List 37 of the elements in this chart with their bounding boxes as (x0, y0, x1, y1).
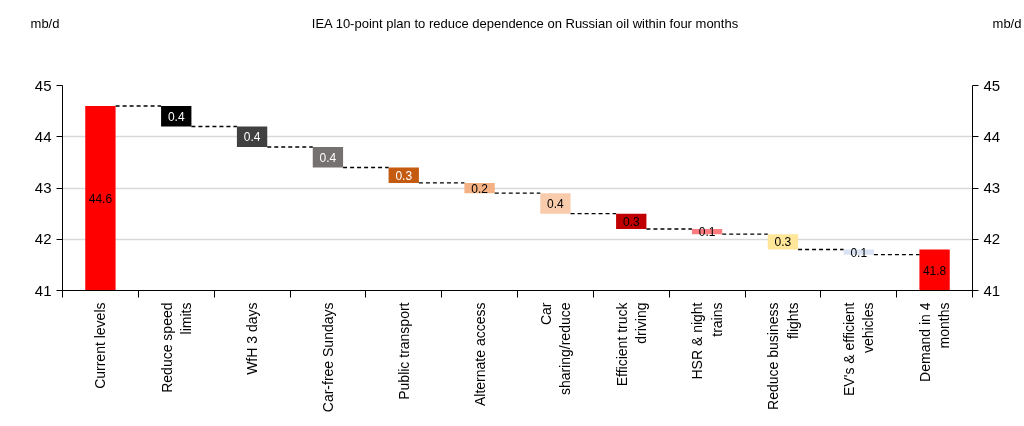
chart-title: IEA 10-point plan to reduce dependence on Russian oil within four months (311, 15, 739, 33)
data-label: 0.3 (395, 168, 413, 183)
x-tick-label: Demand in 4 months (916, 302, 953, 382)
data-label: 0.4 (547, 196, 565, 211)
data-label: 0.1 (850, 245, 868, 260)
y-tick-label: 43 (34, 179, 52, 196)
y2-axis-title: mb/d (992, 15, 1022, 33)
y2-tick-label: 41 (983, 281, 1001, 299)
x-tick-label: Public transport (395, 302, 412, 400)
y2-tick-label: 42 (983, 230, 1001, 248)
y-tick-label: 45 (34, 76, 52, 94)
y-axis-title: mb/d (30, 15, 60, 33)
y2-tick-label: 45 (983, 76, 1001, 94)
x-tick-label: WfH 3 days (244, 302, 261, 375)
x-tick-label: Car-free Sundays (319, 302, 336, 413)
data-label: 0.2 (471, 181, 489, 196)
x-tick-label: Alternate access (471, 302, 488, 406)
x-tick-label: Efficient truck driving (613, 301, 649, 387)
x-tick-label: Reduce speed limits (158, 302, 194, 393)
data-label: 0.3 (774, 235, 792, 250)
data-label: 0.4 (243, 130, 261, 145)
data-label: 0.4 (167, 109, 185, 124)
x-tick-label: Car sharing/reduce (537, 302, 574, 396)
data-label: 0.3 (622, 214, 640, 229)
x-tick-label: Reduce business flights (765, 302, 801, 410)
x-tick-label: Current levels (92, 302, 109, 389)
y2-tick-label: 43 (983, 179, 1001, 196)
y2-tick-label: 44 (983, 127, 1001, 145)
x-tick-label: HSR & night trains (689, 302, 725, 380)
y-tick-label: 42 (34, 230, 52, 248)
y-tick-label: 41 (34, 281, 52, 299)
data-label: 0.1 (698, 225, 716, 240)
data-label: 0.4 (319, 150, 337, 165)
x-tick-label: EV's & efficient vehicles (841, 302, 877, 396)
y-tick-label: 44 (34, 127, 52, 145)
data-label: 41.8 (922, 263, 947, 278)
data-label: 44.6 (88, 191, 113, 206)
